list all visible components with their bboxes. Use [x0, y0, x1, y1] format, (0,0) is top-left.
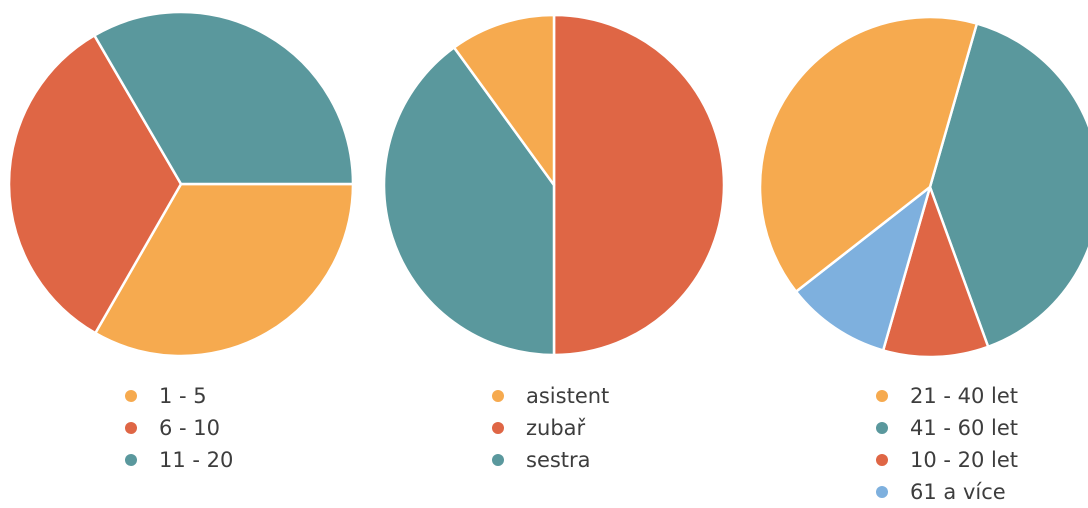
pie-slice [94, 182, 355, 358]
pie-chart-2 [382, 13, 726, 357]
pie-slice [758, 15, 979, 293]
legend-swatch [876, 390, 888, 402]
legend-label: zubař [526, 416, 586, 440]
legend-label: 41 - 60 let [910, 416, 1019, 440]
pie-slice [7, 34, 183, 335]
pie-slice [382, 46, 556, 357]
pie-slice [881, 185, 990, 359]
pie-slice [93, 10, 355, 186]
pie-slice [928, 22, 1088, 348]
legend-swatch [125, 390, 137, 402]
legend-label: sestra [526, 448, 591, 472]
legend-label: 11 - 20 [159, 448, 234, 472]
legend-swatch [876, 422, 888, 434]
legend-label: 61 a více [910, 480, 1006, 504]
pie-slice [552, 13, 726, 357]
legend-swatch [125, 422, 137, 434]
pie-chart-1 [7, 10, 355, 358]
legend-label: 21 - 40 let [910, 384, 1019, 408]
legend-swatch [492, 422, 504, 434]
legend-label: asistent [526, 384, 610, 408]
pie-slice [794, 185, 932, 352]
legend-swatch [876, 486, 888, 498]
pie-slice [452, 13, 556, 187]
legend-swatch [492, 390, 504, 402]
legend-swatch [876, 454, 888, 466]
pie-chart-3 [758, 15, 1088, 359]
legend-label: 10 - 20 let [910, 448, 1019, 472]
legend-label: 1 - 5 [159, 384, 207, 408]
legend-label: 6 - 10 [159, 416, 221, 440]
legend-swatch [492, 454, 504, 466]
legend-swatch [125, 454, 137, 466]
